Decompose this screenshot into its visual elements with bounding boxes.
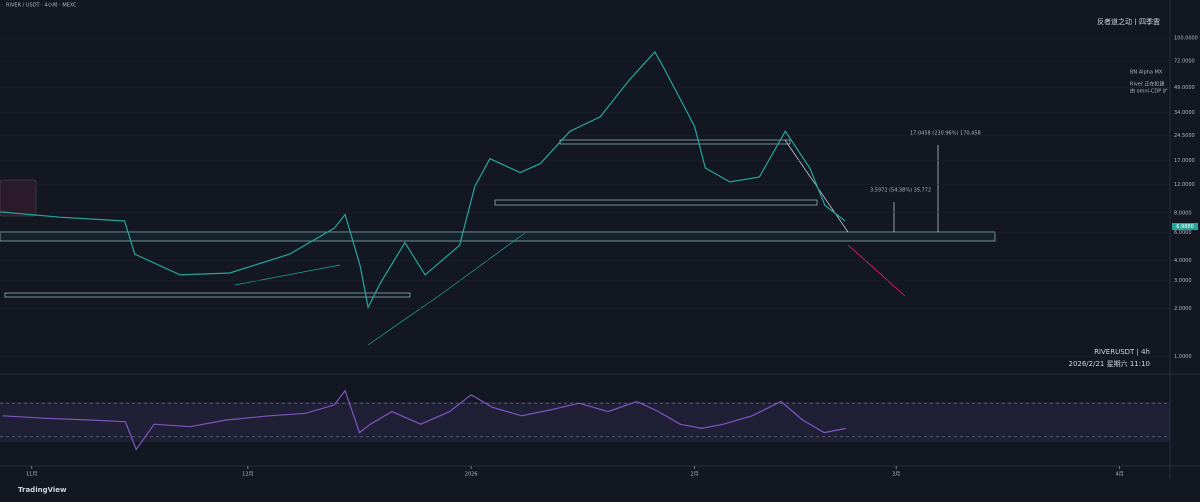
last-price-tag	[1172, 223, 1198, 230]
series-line	[2, 389, 846, 451]
y-tick-label: 2.0000	[1174, 306, 1192, 312]
y-tick-label: 1.0000	[1174, 354, 1192, 360]
y-tick-label: 24.5000	[1174, 133, 1195, 139]
support-zone	[0, 231, 996, 242]
x-tick-label: 2月	[690, 472, 698, 478]
trend-line	[367, 294, 441, 346]
support-zone	[4, 292, 411, 298]
x-tick-label: 11月	[26, 472, 37, 478]
annotation: BN Alpha MX	[1130, 70, 1163, 76]
trend-line	[234, 264, 341, 286]
annotation: 3.5972 (54.38%) 35,772	[870, 188, 931, 194]
rsi-band	[0, 402, 1170, 442]
y-tick-label: 8.0000	[1174, 210, 1192, 216]
y-tick-label: 12.0000	[1174, 182, 1195, 188]
y-tick-label: 4.0000	[1174, 258, 1192, 264]
series-line	[0, 50, 846, 310]
watermark: 反者道之动丨四季霊	[1097, 17, 1160, 26]
x-tick-label: 3月	[892, 472, 900, 478]
trend-line	[439, 232, 526, 296]
y-tick-label: 3.0000	[1174, 278, 1192, 284]
projection-arrow	[847, 244, 906, 297]
y-tick-label: 49.0000	[1174, 85, 1195, 91]
y-tick-label: 100.0000	[1174, 36, 1198, 42]
y-tick-label: 6.0000	[1174, 230, 1192, 236]
x-tick-label: 4月	[1115, 472, 1123, 478]
annotation: River 正在扣建	[1130, 81, 1165, 88]
y-tick-label: 34.0000	[1174, 110, 1195, 116]
y-tick-label: 17.0000	[1174, 158, 1195, 164]
x-tick-label: 12月	[242, 472, 253, 478]
footer-time: 2026/2/21 星期六 11:10	[1068, 359, 1150, 368]
annotation: 17.0458 (230.96%) 170,458	[910, 131, 981, 137]
x-tick-label: 2026	[465, 472, 478, 478]
resistance-zone	[494, 199, 818, 206]
footer-symbol: RIVERUSDT | 4h	[1094, 348, 1150, 356]
last-price: 6.9880	[1176, 224, 1194, 230]
y-tick-label: 72.0000	[1174, 58, 1195, 64]
note-box	[0, 179, 37, 217]
brand: TradingView	[18, 486, 67, 494]
symbol-header: RIVER / USDT · 4小时 · MEXC	[6, 2, 77, 9]
annotation: 由 omni-CDP 扩	[1130, 88, 1168, 95]
